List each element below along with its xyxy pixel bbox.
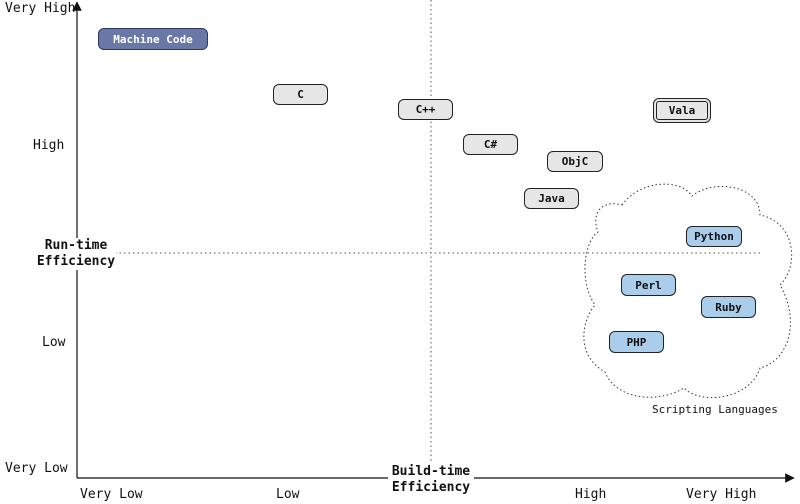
node-ruby: Ruby bbox=[701, 296, 756, 318]
y-axis-title-line1: Run-time bbox=[44, 238, 108, 253]
y-axis-title-line2: Efficiency bbox=[36, 254, 116, 269]
node-perl: Perl bbox=[621, 274, 676, 296]
x-tick-high: High bbox=[575, 487, 607, 502]
y-tick-low: Low bbox=[42, 335, 66, 350]
scripting-languages-label: Scripting Languages bbox=[652, 403, 778, 416]
y-tick-very-high: Very High bbox=[5, 1, 76, 16]
x-axis-title-line1: Build-time bbox=[391, 464, 471, 479]
node-csharp: C# bbox=[463, 134, 518, 155]
node-machine-code: Machine Code bbox=[98, 28, 208, 50]
node-java: Java bbox=[524, 188, 579, 209]
node-cpp: C++ bbox=[398, 99, 453, 120]
node-python: Python bbox=[686, 226, 742, 247]
node-php: PHP bbox=[609, 331, 664, 353]
x-axis-title-line2: Efficiency bbox=[391, 480, 471, 495]
x-axis-title: Build-time Efficiency bbox=[388, 464, 474, 496]
scripting-cloud bbox=[583, 183, 793, 399]
node-vala: Vala bbox=[653, 98, 711, 123]
node-objc: ObjC bbox=[547, 151, 603, 172]
x-tick-very-high: Very High bbox=[686, 487, 757, 502]
x-tick-low: Low bbox=[276, 487, 300, 502]
y-tick-very-low: Very Low bbox=[5, 461, 68, 476]
y-axis-title: Run-time Efficiency bbox=[36, 238, 116, 270]
y-tick-high: High bbox=[33, 138, 65, 153]
x-tick-very-low: Very Low bbox=[80, 487, 143, 502]
node-c: C bbox=[273, 84, 328, 105]
